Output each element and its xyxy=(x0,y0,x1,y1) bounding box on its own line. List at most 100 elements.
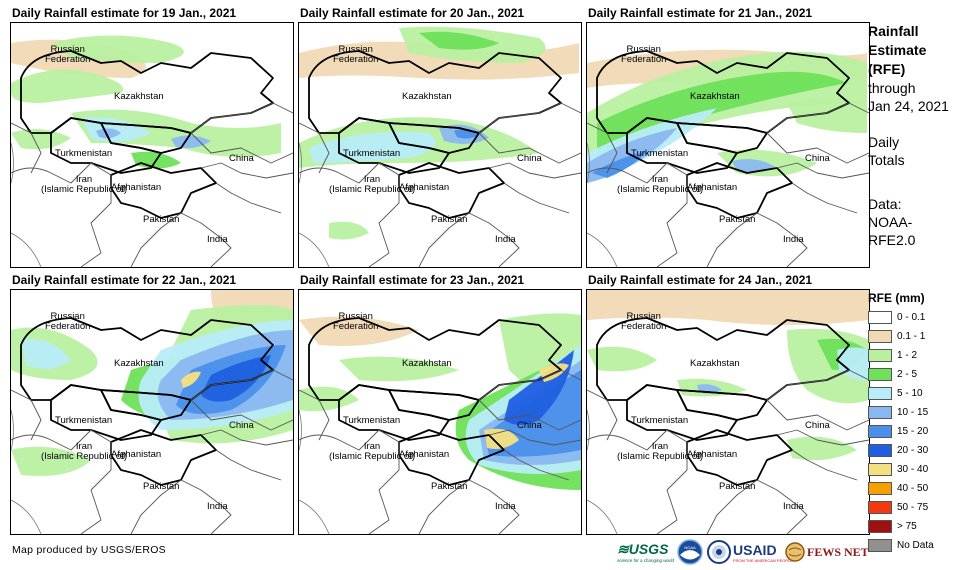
rainfall-area xyxy=(592,151,647,178)
rainfall-map: Russian Federation Kazakhstan Turkmenistan… xyxy=(298,22,582,268)
country-border xyxy=(478,102,581,164)
country-border xyxy=(776,429,869,481)
country-border xyxy=(488,162,581,214)
country-border xyxy=(299,122,330,174)
map-label-afghanistan: Afghanistan xyxy=(687,449,738,460)
legend-item: 30 - 40 xyxy=(868,460,964,479)
side-title: Rainfall Estimate (RFE) xyxy=(868,23,927,77)
country-border xyxy=(338,117,450,174)
map-credit: Map produced by USGS/EROS xyxy=(12,544,166,556)
panel-title: Daily Rainfall estimate for 24 Jan., 202… xyxy=(588,273,813,287)
legend-title: RFE (mm) xyxy=(868,291,925,305)
coastline xyxy=(299,142,330,267)
rainfall-area xyxy=(587,290,869,325)
legend-swatch xyxy=(868,387,892,400)
map-canvas xyxy=(299,313,581,534)
map-label-pakistan: Pakistan xyxy=(143,214,180,225)
country-border xyxy=(587,122,618,174)
map-label-india: India xyxy=(207,501,228,512)
rainfall-map: Russian Federation Kazakhstan Turkmenistan… xyxy=(586,22,870,268)
map-canvas xyxy=(11,35,293,267)
seal-icon xyxy=(707,540,731,564)
legend-swatch xyxy=(868,482,892,495)
country-border xyxy=(190,369,293,431)
map-label-turkmenistan: Turkmenistan xyxy=(631,148,689,159)
rainfall-panel: Daily Rainfall estimate for 19 Jan., 202… xyxy=(10,6,294,268)
map-canvas xyxy=(299,26,581,267)
map-label-afghanistan: Afghanistan xyxy=(111,182,162,193)
legend-swatch xyxy=(868,406,892,419)
country-border xyxy=(100,122,192,154)
rainfall-area xyxy=(587,346,657,372)
legend-swatch xyxy=(868,520,892,533)
country-border xyxy=(676,122,768,154)
legend-swatch xyxy=(868,330,892,343)
map-label-china: China xyxy=(517,153,542,164)
legend-label: 40 - 50 xyxy=(897,483,929,494)
map-label-china: China xyxy=(229,420,254,431)
country-border xyxy=(418,212,520,267)
map-label-turkmenistan: Turkmenistan xyxy=(631,415,689,426)
map-label-kazakhstan: Kazakhstan xyxy=(690,91,740,102)
country-border xyxy=(398,162,505,219)
map-canvas xyxy=(11,290,293,534)
country-border xyxy=(587,389,618,441)
coastline xyxy=(587,409,618,534)
legend-swatch xyxy=(868,311,892,324)
usaid-logo-text: USAID xyxy=(733,541,777,558)
noaa-logo: NOAA xyxy=(677,538,703,566)
logo-bar: ≋USGS science for a changing world NOAA … xyxy=(617,538,869,566)
panel-title: Daily Rainfall estimate for 19 Jan., 202… xyxy=(12,6,237,20)
rainfall-area xyxy=(96,128,121,139)
globe-icon xyxy=(785,542,805,562)
usgs-logo: ≋USGS science for a changing world xyxy=(617,538,675,566)
rainfall-area xyxy=(309,132,436,163)
legend-item: 0 - 0.1 xyxy=(868,308,964,327)
rainfall-area xyxy=(339,356,459,382)
country-border xyxy=(626,384,738,441)
legend-label: No Data xyxy=(897,540,934,551)
map-label-india: India xyxy=(783,501,804,512)
country-border xyxy=(299,429,400,534)
legend-label: 5 - 10 xyxy=(897,388,923,399)
usaid-logo: USAID FROM THE AMERICAN PEOPLE xyxy=(733,538,793,566)
country-border xyxy=(398,429,505,486)
legend-item: 50 - 75 xyxy=(868,498,964,517)
legend-item: 10 - 15 xyxy=(868,403,964,422)
country-border xyxy=(418,479,520,534)
rainfall-area xyxy=(299,386,359,412)
map-label-iran: Iran (Islamic Republic of) xyxy=(617,174,704,195)
map-label-pakistan: Pakistan xyxy=(719,481,756,492)
legend-swatch xyxy=(868,463,892,476)
legend-swatch xyxy=(868,501,892,514)
rainfall-panel: Daily Rainfall estimate for 21 Jan., 202… xyxy=(586,6,870,268)
country-border xyxy=(190,102,293,164)
country-border xyxy=(11,429,112,534)
legend-item: 40 - 50 xyxy=(868,479,964,498)
legend-label: 30 - 40 xyxy=(897,464,929,475)
country-border xyxy=(478,369,581,431)
country-border xyxy=(110,429,217,486)
rainfall-area xyxy=(11,69,123,103)
map-label-pakistan: Pakistan xyxy=(431,481,468,492)
map-label-russia: Russian Federation xyxy=(45,311,91,332)
rainfall-area xyxy=(11,129,71,150)
map-label-afghanistan: Afghanistan xyxy=(687,182,738,193)
country-border xyxy=(200,429,293,481)
map-label-pakistan: Pakistan xyxy=(431,214,468,225)
map-label-russia: Russian Federation xyxy=(45,44,91,65)
legend-swatch xyxy=(868,539,892,552)
legend-item: 15 - 20 xyxy=(868,422,964,441)
map-canvas xyxy=(587,49,869,267)
map-canvas xyxy=(587,290,869,534)
usgs-logo-text: ≋USGS xyxy=(617,541,669,557)
map-label-afghanistan: Afghanistan xyxy=(399,449,450,460)
legend-item: 1 - 2 xyxy=(868,346,964,365)
legend-swatch xyxy=(868,425,892,438)
noaa-logo-text: NOAA xyxy=(684,545,696,550)
legend-item: 20 - 30 xyxy=(868,441,964,460)
rainfall-panel: Daily Rainfall estimate for 24 Jan., 202… xyxy=(586,273,870,535)
legend-item: > 75 xyxy=(868,517,964,536)
country-border xyxy=(11,389,42,441)
map-label-turkmenistan: Turkmenistan xyxy=(55,415,113,426)
